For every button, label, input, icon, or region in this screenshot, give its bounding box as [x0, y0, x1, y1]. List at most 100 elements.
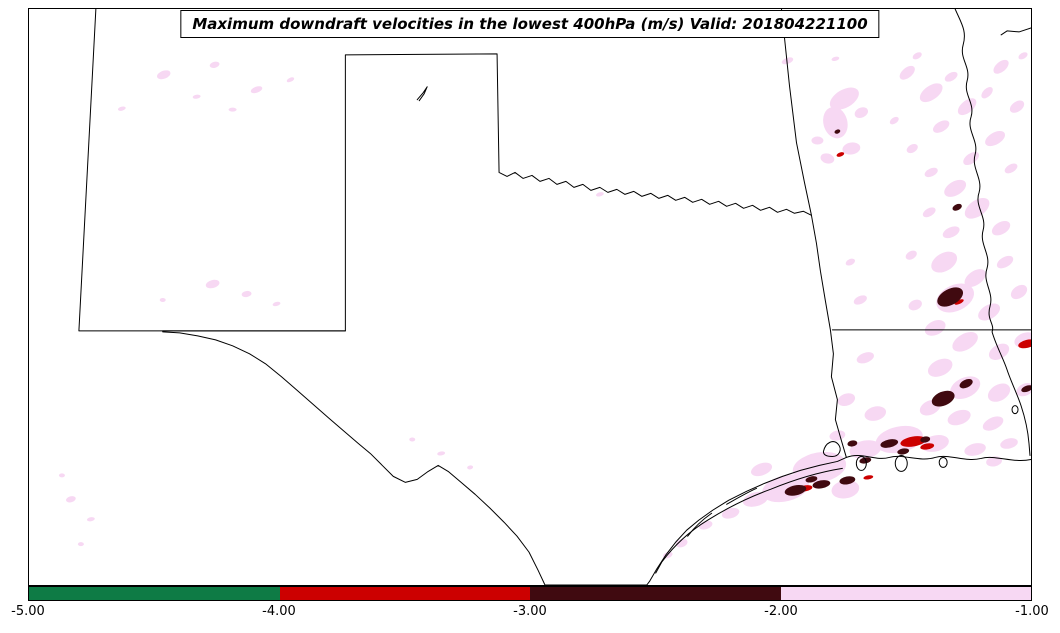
data-blob: [991, 221, 1011, 236]
plot-title: Maximum downdraft velocities in the lowe…: [180, 10, 880, 38]
data-blob: [920, 443, 935, 450]
data-blob: [409, 437, 416, 442]
basemap-svg: [58, 9, 1031, 585]
colorbar-tick-label: -3.00: [513, 604, 547, 619]
data-blob: [77, 542, 84, 547]
oklahoma-arkansas-border: [780, 9, 812, 216]
data-blob: [228, 107, 237, 112]
data-blob: [985, 131, 1006, 147]
data-blob: [66, 496, 76, 503]
data-blob: [1004, 163, 1018, 174]
data-blob: [924, 320, 946, 336]
data-blob: [920, 436, 931, 443]
sabine-lake-icon: [855, 455, 867, 471]
data-blob: [842, 142, 861, 155]
data-blob: [952, 332, 978, 352]
data-blob: [742, 491, 769, 507]
data-blob: [922, 207, 936, 218]
colorbar-tick-label: -2.00: [764, 604, 798, 619]
data-blob: [751, 462, 773, 477]
data-blob: [811, 136, 824, 145]
data-blob: [996, 255, 1014, 269]
data-blob: [58, 473, 65, 478]
data-blob: [889, 116, 899, 125]
data-blob: [157, 70, 171, 80]
coastal-bays: [687, 487, 758, 537]
data-blob: [805, 476, 818, 483]
data-blob: [880, 439, 899, 448]
data-blob: [897, 448, 910, 455]
data-blob: [781, 57, 794, 65]
data-blob: [931, 390, 955, 407]
data-blob: [721, 507, 740, 519]
data-blob: [241, 290, 252, 298]
data-blob: [957, 98, 977, 116]
data-blob: [837, 393, 856, 407]
data-blob: [993, 59, 1009, 74]
data-blob: [159, 297, 166, 302]
colorbar-tick-label: -4.00: [262, 604, 296, 619]
data-blob: [954, 299, 964, 305]
oxbow-lake-icon: [1011, 405, 1019, 415]
data-blob: [595, 192, 604, 197]
data-blob: [864, 406, 887, 421]
calcasieu-lake-icon: [894, 454, 908, 472]
data-blob: [117, 106, 126, 111]
data-blob: [1009, 100, 1025, 113]
data-blob: [250, 86, 263, 94]
colorbar-segment: [530, 587, 781, 600]
data-blob: [1021, 385, 1031, 393]
data-blob: [944, 179, 967, 197]
data-blob: [959, 379, 973, 389]
data-blob: [849, 440, 882, 459]
data-blob: [988, 343, 1010, 360]
data-blob: [1000, 438, 1018, 449]
data-blob: [963, 151, 980, 166]
data-blob: [982, 416, 1004, 431]
data-blob: [1010, 284, 1028, 300]
data-blob: [675, 538, 688, 548]
data-blob: [986, 456, 1002, 467]
data-blob: [829, 87, 859, 110]
data-blob: [905, 250, 917, 260]
data-blob: [823, 106, 848, 139]
data-blob: [698, 520, 713, 530]
data-blob: [792, 451, 847, 483]
data-blob: [933, 120, 950, 133]
data-blob: [829, 430, 846, 441]
colorbar-tick-label: -1.00: [1015, 604, 1049, 619]
data-blob: [931, 251, 958, 273]
data-blob: [906, 143, 918, 154]
colorbar-tick-labels: -5.00 -4.00 -3.00 -2.00 -1.00: [0, 604, 1060, 622]
top-right-border-fragment: [1000, 27, 1031, 36]
data-blob: [947, 409, 971, 426]
data-blob: [286, 77, 295, 83]
colorbar-segment: [780, 587, 1031, 600]
data-blob: [812, 480, 831, 489]
data-blob: [437, 451, 446, 456]
new-mexico-borders: [78, 9, 346, 332]
downdraft-data-layer: [58, 52, 1031, 559]
data-blob: [839, 476, 856, 485]
panhandle-river-squiggle: [416, 86, 428, 102]
data-blob: [921, 435, 949, 452]
data-blob: [859, 457, 872, 464]
texas-barrier-islands: [655, 467, 843, 574]
colorbar-segment: [279, 587, 530, 600]
data-blob: [919, 83, 943, 103]
data-blob: [205, 279, 220, 289]
data-blob: [964, 443, 986, 456]
data-blob: [924, 167, 938, 178]
data-blob: [927, 358, 953, 377]
data-blob: [899, 65, 915, 80]
state-borders: [78, 9, 1031, 585]
galveston-bay-outline: [822, 441, 841, 457]
data-blob: [853, 295, 867, 305]
data-blob: [762, 474, 809, 503]
colorbar: [28, 586, 1032, 601]
colorbar-segment: [29, 587, 280, 600]
data-blob: [834, 129, 841, 134]
louisiana-coastline: [845, 454, 1031, 461]
data-blob: [847, 440, 858, 447]
mississippi-river: [954, 9, 1031, 456]
